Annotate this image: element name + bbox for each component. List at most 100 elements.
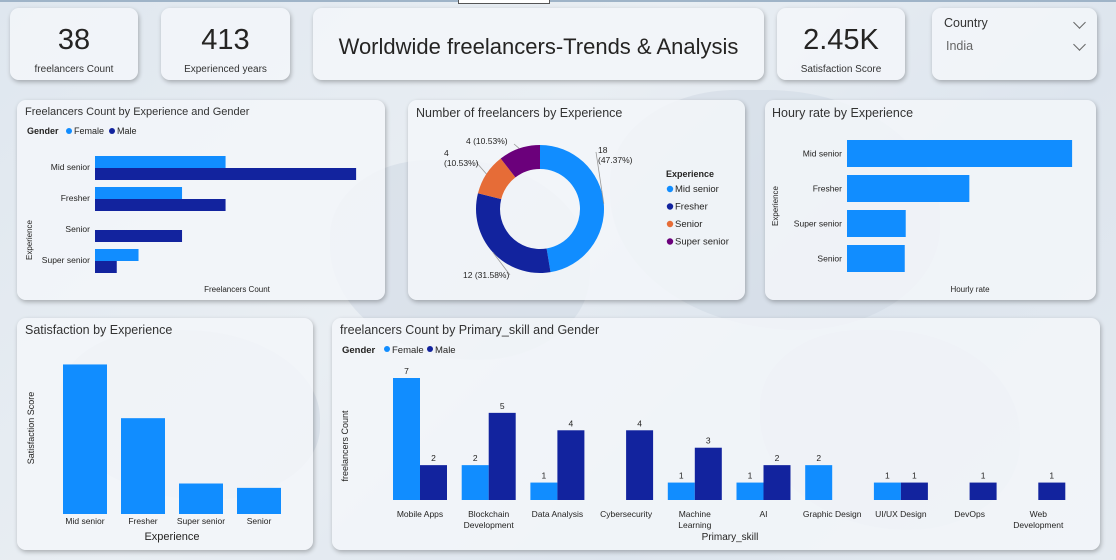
data-label-leader [513,143,520,149]
bar [63,364,107,514]
chart-card-count-by-exp-gender: Freelancers Count by Experience and Gend… [17,100,385,300]
chart-card-donut-by-exp: Number of freelancers by Experience 18 (4… [408,100,745,300]
data-label: 12 (31.58%) [463,270,509,280]
x-axis-title: Primary_skill [702,532,759,543]
bar-male [95,168,357,180]
y-tick-label: Senior [65,224,90,234]
y-axis-title: Experience [25,219,34,260]
top-border-line [0,0,1116,2]
legend-marker-male [109,128,115,134]
legend-label: Fresher [675,202,708,213]
y-tick-label: Super senior [794,219,842,229]
top-tab-notch [458,0,550,4]
header-card: Worldwide freelancers-Trends & Analysis [313,8,764,80]
x-tick-label: Web Development [1013,509,1064,530]
data-label: 1 [748,471,753,481]
slicer-label: Country [944,16,988,30]
bar [847,175,970,202]
x-tick-label: Mid senior [65,516,104,526]
legend-label-male: Male [435,345,456,356]
country-slicer[interactable]: Country India [932,8,1097,80]
x-tick-label: AI [759,509,767,519]
data-label: 18 (47.37%) [598,145,633,165]
x-axis-title: Freelancers Count [204,285,271,294]
bar [847,245,905,272]
legend-title: Gender [27,126,59,136]
y-axis-title: Experience [771,185,780,226]
legend-label-female: Female [392,345,424,356]
bar [847,140,1073,167]
kpi-label: freelancers Count [34,64,114,75]
legend-label: Senior [675,219,702,230]
kpi-value: 2.45K [803,24,879,56]
chart-count-by-skill-gender: Gender Female Male freelancers Count Pri… [340,345,1066,543]
data-label-leader [595,151,605,204]
bar-female [873,482,901,500]
data-label: 4 [637,418,642,428]
chart-card-satisfaction: Satisfaction by Experience Satisfaction … [17,318,313,550]
chevron-down-icon[interactable] [1073,16,1086,29]
bar-male [95,261,117,273]
x-tick-label: Senior [247,516,272,526]
data-label: 5 [500,401,505,411]
bar-female [393,378,420,500]
y-axis-title: freelancers Count [340,410,350,482]
chevron-down-icon[interactable] [1073,38,1086,51]
kpi-card-freelancers-count: 38 freelancers Count [10,8,138,80]
legend-marker [666,203,674,210]
slicer-dropdown[interactable]: India [940,36,1090,58]
data-label: 2 [775,453,780,463]
data-label: 1 [912,471,917,481]
chart-hourly-rate: Experience Hourly rate Mid senior Fresher… [771,140,1073,294]
data-label-leader [492,252,511,276]
y-tick-label: Super senior [42,255,90,265]
data-label: 1 [679,471,684,481]
bar [237,487,281,514]
bar-male [95,199,226,211]
x-tick-label: Blockchain Development [464,509,515,530]
chart-donut-by-exp: 18 (47.37%) 12 (31.58%) 4 (10.53%) 4 (10.53%)… [444,136,729,280]
kpi-label: Satisfaction Score [800,64,882,75]
bar-male [557,430,585,500]
x-axis-title: Experience [144,531,199,543]
data-label: 4 (10.53%) [466,136,508,146]
y-tick-label: Fresher [813,184,842,194]
kpi-label: Experienced years [184,64,267,75]
bar [179,483,223,514]
chart-card-hourly-rate: Houry rate by Experience Experience Hour… [765,100,1096,300]
legend-marker-female [384,346,390,352]
legend-marker [666,185,674,193]
bar [121,418,165,514]
y-tick-label: Mid senior [51,162,90,172]
x-tick-label: UI/UX Design [875,509,927,519]
data-label: 1 [981,471,986,481]
x-tick-label: Cybersecurity [600,509,653,519]
data-label: 1 [1049,471,1054,481]
kpi-card-experienced-years: 413 Experienced years [161,8,290,80]
chart-title: Satisfaction by Experience [25,323,173,337]
chart-title: Houry rate by Experience [772,106,914,120]
y-tick-label: Fresher [61,193,90,203]
data-label: 3 [706,436,711,446]
chart-satisfaction: Satisfaction Score Experience Mid senior… [26,364,281,543]
donut-slice [500,145,540,178]
data-label: 2 [431,453,436,463]
chart-card-count-by-skill-gender: freelancers Count by Primary_skill and G… [332,318,1100,550]
bar [847,210,906,237]
x-axis-title: Hourly rate [950,285,990,294]
donut-slice [475,193,551,273]
data-label: 2 [816,453,821,463]
x-tick-label: Fresher [128,516,157,526]
x-tick-label: Data Analysis [532,509,584,519]
donut-slice [477,158,516,200]
data-label: 2 [473,453,478,463]
y-tick-label: Senior [817,254,842,264]
legend-label: Mid senior [675,184,719,195]
chart-title: Freelancers Count by Experience and Gend… [25,106,250,118]
legend-marker [666,238,674,245]
bar-male [900,482,928,500]
bar-female [461,465,489,500]
x-tick-label: Machine Learning [678,509,711,530]
bar-female [95,249,139,261]
chart-title: Number of freelancers by Experience [416,106,623,120]
